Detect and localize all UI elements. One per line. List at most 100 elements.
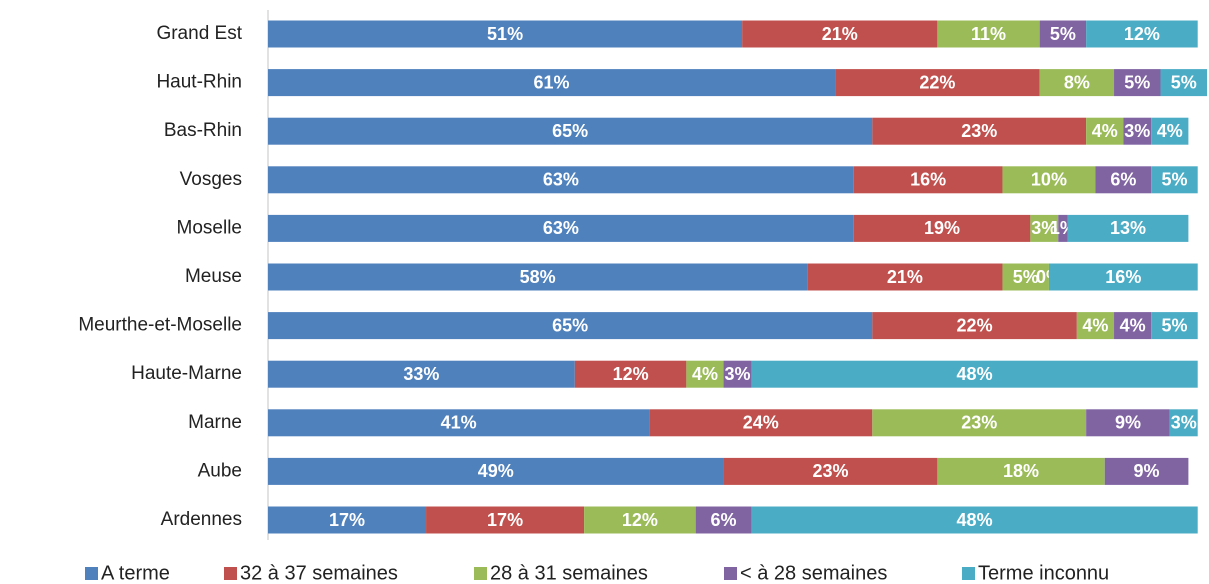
data-label: 9% [1134, 461, 1160, 481]
bar-segment [1030, 214, 1059, 242]
category-label: Haut-Rhin [156, 72, 242, 93]
legend-swatch [962, 567, 975, 580]
category-label: Aube [198, 460, 242, 481]
bar-segment [268, 312, 873, 340]
data-label: 23% [961, 413, 997, 433]
bar-segment [268, 409, 650, 437]
bar-segment [1002, 263, 1049, 291]
data-label: 5% [1013, 267, 1039, 287]
data-label: 63% [543, 170, 579, 190]
bar-segment [937, 20, 1040, 48]
legend-label: A terme [101, 562, 170, 584]
data-label: 22% [957, 315, 993, 335]
bar-segment [723, 360, 752, 388]
bar-segment [872, 312, 1077, 340]
bar-segment [268, 69, 836, 97]
category-label: Grand Est [156, 23, 242, 44]
bar-segment [1169, 409, 1198, 437]
data-label: 16% [1105, 267, 1141, 287]
category-label: Meuse [185, 266, 242, 287]
bar-segment [751, 506, 1198, 534]
bar-segment [1058, 214, 1068, 242]
data-label: 48% [957, 510, 993, 530]
data-label: 12% [1124, 24, 1160, 44]
bar-segment [268, 117, 873, 145]
bar-segment [1104, 457, 1189, 485]
data-label: 4% [692, 364, 718, 384]
category-label: Vosges [180, 169, 242, 190]
legend-label: < à 28 semaines [740, 562, 887, 584]
data-label: 65% [552, 121, 588, 141]
bar-segment [268, 20, 743, 48]
data-label: 21% [887, 267, 923, 287]
data-label: 24% [743, 413, 779, 433]
bar-segment [1123, 117, 1152, 145]
bar-segment [1086, 409, 1170, 437]
legend-label: Terme inconnu [978, 562, 1109, 584]
data-label: 12% [622, 510, 658, 530]
data-label: 3% [724, 364, 750, 384]
data-label: 33% [403, 364, 439, 384]
bar-segment [686, 360, 724, 388]
bar-segment [1086, 20, 1198, 48]
data-label: 18% [1003, 461, 1039, 481]
legend-label: 32 à 37 semaines [240, 562, 398, 584]
bar-segment [1076, 312, 1115, 340]
data-label: 19% [924, 218, 960, 238]
bar-segment [853, 166, 1003, 194]
bar-segment [574, 360, 687, 388]
bar-segment [268, 506, 427, 534]
data-label: 6% [1110, 170, 1136, 190]
bar-segment [1039, 20, 1087, 48]
bar-segment [584, 506, 696, 534]
data-label: 17% [487, 510, 523, 530]
category-label: Haute-Marne [131, 363, 242, 384]
data-label: 6% [711, 510, 737, 530]
bar-segment [1086, 117, 1124, 145]
data-label: 21% [822, 24, 858, 44]
category-label: Ardennes [161, 509, 242, 530]
bar-segment [268, 360, 575, 388]
data-label: 11% [971, 24, 1006, 44]
bar-segment [1151, 166, 1198, 194]
data-label: 51% [487, 24, 523, 44]
data-label: 4% [1092, 121, 1118, 141]
data-label: 10% [1031, 170, 1067, 190]
bar-segment [751, 360, 1198, 388]
bar-segment [1160, 69, 1207, 97]
bar-segment [268, 263, 808, 291]
data-label: 8% [1064, 72, 1090, 92]
bar-segment [649, 409, 873, 437]
bar-segment [268, 166, 854, 194]
data-label: 4% [1120, 315, 1146, 335]
bar-segment [426, 506, 585, 534]
data-label: 4% [1082, 315, 1108, 335]
bar-segment [1095, 166, 1152, 194]
data-label: 16% [910, 170, 946, 190]
legend-swatch [224, 567, 237, 580]
bar-segment [1048, 263, 1198, 291]
bar-segment [1002, 166, 1096, 194]
legend-swatch [724, 567, 737, 580]
data-label: 23% [961, 121, 997, 141]
data-label: 13% [1110, 218, 1146, 238]
data-label: 12% [613, 364, 649, 384]
data-label: 4% [1157, 121, 1183, 141]
bar-segment [268, 214, 854, 242]
data-label: 5% [1161, 315, 1187, 335]
data-label: 65% [552, 315, 588, 335]
category-label: Bas-Rhin [164, 120, 242, 141]
bar-segment [853, 214, 1031, 242]
data-label: 9% [1115, 413, 1141, 433]
legend-swatch [474, 567, 487, 580]
data-label: 61% [534, 72, 570, 92]
data-label: 3% [1171, 413, 1197, 433]
data-label: 3% [1124, 121, 1150, 141]
data-label: 5% [1124, 72, 1150, 92]
data-label: 5% [1050, 24, 1076, 44]
bar-segment [723, 457, 938, 485]
legend-label: 28 à 31 semaines [490, 562, 648, 584]
legend-swatch [85, 567, 98, 580]
category-label: Moselle [177, 217, 242, 238]
